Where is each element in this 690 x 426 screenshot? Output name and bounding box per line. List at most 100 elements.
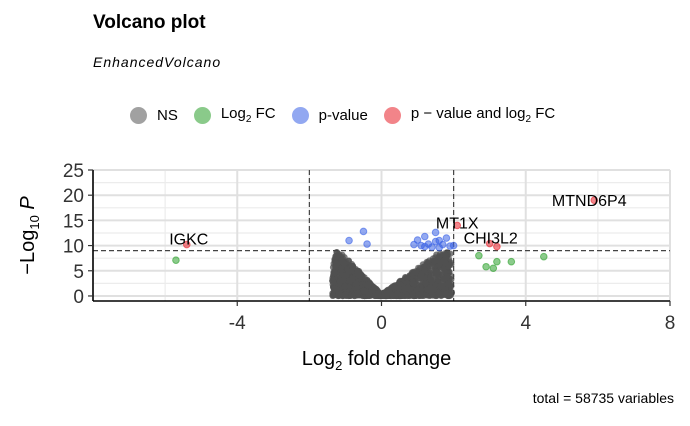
- data-point: [442, 234, 451, 242]
- chart-subtitle: EnhancedVolcano: [93, 54, 222, 70]
- ns-point: [332, 254, 340, 261]
- data-point: [182, 240, 191, 249]
- ns-point: [371, 284, 378, 291]
- ns-point: [437, 282, 444, 289]
- ns-point: [341, 283, 349, 290]
- legend-swatch: [130, 106, 147, 124]
- data-point: [493, 257, 501, 266]
- data-point: [590, 196, 599, 205]
- data-point: [489, 264, 498, 273]
- ns-point: [371, 292, 379, 299]
- ns-point: [408, 292, 416, 299]
- gene-label: CHI3L2: [464, 231, 518, 248]
- chart-legend: NS Log2 FC p-value p − value and log2 FC: [130, 104, 571, 126]
- chart-title: Volcano plot: [93, 12, 206, 33]
- ns-point: [445, 280, 452, 288]
- ns-point: [417, 272, 424, 280]
- data-point: [475, 251, 483, 260]
- chart-caption: total = 58735 variables: [532, 390, 674, 406]
- ns-point: [341, 272, 348, 279]
- ns-point: [429, 263, 436, 270]
- y-tick-label: 0: [73, 287, 84, 308]
- y-tick-label: 25: [63, 161, 84, 182]
- ns-point: [386, 288, 393, 296]
- ns-point: [329, 278, 337, 286]
- ns-point: [422, 280, 429, 287]
- legend-swatch: [383, 106, 401, 124]
- ns-point: [332, 286, 340, 293]
- ns-point: [441, 268, 448, 276]
- legend-item-2: p-value: [291, 106, 368, 124]
- ns-point: [348, 260, 355, 268]
- x-tick-label: 0: [376, 313, 387, 334]
- ns-point: [354, 270, 361, 277]
- legend-label: NS: [157, 106, 178, 124]
- ns-point: [421, 266, 428, 273]
- legend-swatch: [291, 106, 309, 124]
- ns-point: [431, 257, 438, 265]
- data-point: [420, 232, 429, 241]
- data-point: [493, 242, 501, 251]
- data-point: [482, 262, 490, 271]
- data-point: [359, 227, 368, 236]
- data-point: [453, 221, 462, 230]
- ns-point: [354, 290, 362, 297]
- y-tick-label: 20: [63, 186, 84, 207]
- x-tick-label: -4: [229, 313, 246, 334]
- gene-label: MTND6P4: [552, 193, 627, 210]
- gene-label: MT1X: [436, 215, 479, 232]
- ns-point: [381, 290, 388, 297]
- ns-point: [398, 292, 405, 299]
- x-tick-label: 4: [520, 313, 531, 334]
- y-tick-label: 15: [63, 211, 84, 232]
- ns-point: [331, 269, 338, 277]
- x-axis-title: Log2 fold change: [302, 348, 452, 373]
- ns-point: [345, 268, 352, 275]
- ns-point: [410, 268, 417, 276]
- y-tick-label: 5: [73, 262, 84, 283]
- ns-point: [442, 290, 450, 298]
- y-axis-title: −Log10 P: [17, 196, 42, 275]
- data-point: [413, 236, 422, 244]
- legend-label: Log2 FC: [220, 105, 276, 125]
- ns-point: [404, 274, 411, 281]
- ns-point: [409, 280, 417, 287]
- data-point: [539, 252, 548, 261]
- data-point: [435, 236, 444, 245]
- legend-swatch: [193, 106, 211, 124]
- ns-point: [332, 262, 340, 270]
- ns-point: [425, 286, 433, 294]
- ns-point: [417, 291, 425, 298]
- legend-item-1: Log2 FC: [193, 105, 276, 125]
- data-point: [172, 256, 180, 264]
- ns-point: [442, 252, 449, 259]
- ns-point: [395, 284, 402, 292]
- legend-label: p-value: [318, 106, 368, 124]
- ns-point: [404, 284, 411, 292]
- ns-point: [349, 276, 356, 283]
- ns-point: [340, 259, 348, 267]
- y-tick-label: 10: [63, 237, 84, 258]
- data-point: [345, 236, 353, 245]
- gene-label: IGKC: [169, 232, 208, 249]
- ns-point: [443, 274, 450, 281]
- data-point: [428, 243, 436, 251]
- data-point: [485, 239, 494, 248]
- ns-point: [362, 287, 369, 295]
- ns-point: [432, 268, 439, 275]
- data-point: [363, 240, 371, 248]
- ns-point: [427, 272, 435, 280]
- data-point: [431, 228, 440, 237]
- ns-point: [336, 290, 343, 297]
- data-point: [449, 241, 458, 250]
- data-point: [507, 257, 516, 266]
- legend-item-0: NS: [130, 106, 178, 124]
- x-tick-label: 8: [665, 313, 676, 334]
- legend-item-3: p − value and log2 FC: [383, 105, 556, 125]
- ns-point: [342, 291, 349, 298]
- ns-point: [336, 278, 344, 285]
- legend-label: p − value and log2 FC: [410, 105, 556, 125]
- ns-point: [329, 291, 336, 299]
- ns-point: [365, 282, 372, 289]
